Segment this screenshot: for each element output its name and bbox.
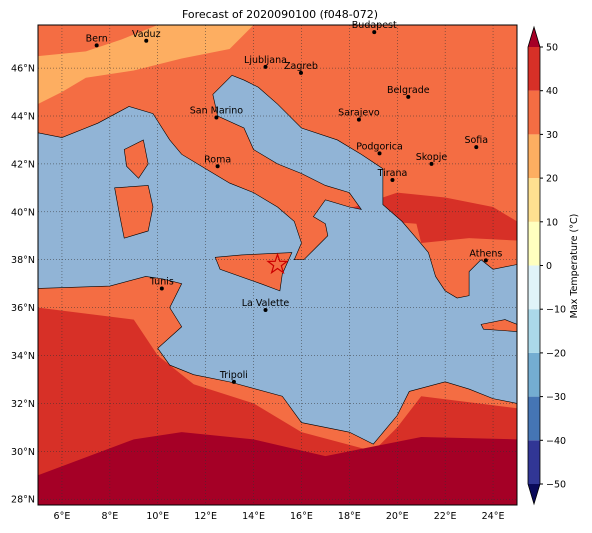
lat-tick-label: 40°N — [11, 207, 35, 218]
lon-tick-label: 8°E — [101, 511, 118, 522]
colorbar-bin — [528, 134, 540, 179]
title: Forecast of 2020090100 (f048-072) — [182, 8, 378, 21]
lat-tick-label: 28°N — [11, 495, 35, 506]
city-dot — [214, 115, 219, 120]
colorbar-tick-label: 40 — [546, 86, 558, 97]
colorbar-over — [528, 27, 540, 47]
city-label: Roma — [204, 154, 231, 165]
city-dot — [215, 164, 220, 169]
city-dot — [144, 38, 149, 43]
colorbar-bin — [528, 309, 540, 353]
event-star — [266, 252, 289, 275]
city-label: San Marino — [190, 105, 243, 116]
city-label: La Valette — [242, 298, 290, 309]
city-dot — [377, 151, 382, 156]
crete — [480, 319, 517, 332]
colorbar-bin — [528, 440, 540, 484]
colorbar-tick-label: −50 — [546, 480, 566, 491]
lon-tick-label: 22°E — [434, 511, 457, 522]
lon-tick-label: 18°E — [338, 511, 361, 522]
colorbar-bin — [528, 221, 540, 266]
city-label: Belgrade — [387, 85, 430, 96]
colorbar-bin — [528, 47, 540, 91]
city-label: Vaduz — [132, 29, 161, 40]
colorbar-tick-label: −10 — [546, 305, 566, 316]
city-dot — [263, 308, 268, 313]
lon-tick-label: 16°E — [290, 511, 313, 522]
colorbar-tick-label: −40 — [546, 436, 566, 447]
map-area — [38, 25, 517, 505]
lon-tick-label: 24°E — [482, 511, 505, 522]
corsica — [123, 139, 149, 179]
city-label: Podgorica — [356, 141, 403, 152]
colorbar-bin — [528, 90, 540, 135]
colorbar-tick-label: −20 — [546, 348, 566, 359]
city-label: Sarajevo — [338, 108, 380, 119]
colorbar-tick-label: 50 — [546, 43, 558, 54]
lon-tick-label: 14°E — [242, 511, 265, 522]
lat-tick-label: 36°N — [11, 303, 35, 314]
sahara — [38, 432, 517, 505]
city-dot — [159, 286, 164, 291]
city-label: Sofia — [464, 135, 488, 146]
lat-tick-label: 44°N — [11, 112, 35, 123]
lat-tick-label: 38°N — [11, 255, 35, 266]
lon-tick-label: 12°E — [194, 511, 217, 522]
city-label: Ljubljana — [244, 55, 287, 66]
sardinia — [114, 185, 154, 239]
city-label: Athens — [469, 248, 502, 259]
city-dot — [390, 177, 395, 182]
colorbar-bin — [528, 396, 540, 441]
city-dot — [94, 43, 99, 48]
colorbar-bin — [528, 265, 540, 310]
city-dot — [231, 379, 236, 384]
lon-tick-label: 20°E — [386, 511, 409, 522]
lon-tick-label: 6°E — [54, 511, 71, 522]
city-dot — [474, 145, 479, 150]
colorbar-bin — [528, 178, 540, 222]
lat-tick-label: 32°N — [11, 399, 35, 410]
lat-tick-label: 46°N — [11, 64, 35, 75]
swiss-plateau — [38, 25, 158, 57]
colorbar-tick-label: 20 — [546, 174, 558, 185]
colorbar-label: Max Temperature (°C) — [569, 214, 580, 319]
lat-tick-label: 30°N — [11, 447, 35, 458]
colorbar-tick-label: 10 — [546, 217, 558, 228]
colorbar-tick-label: 30 — [546, 130, 558, 141]
city-dot — [406, 94, 411, 99]
city-label: Skopje — [416, 152, 448, 163]
city-label: Tirana — [377, 168, 408, 179]
colorbar-tick-label: −30 — [546, 392, 566, 403]
city-label: Zagreb — [284, 61, 318, 72]
lat-tick-label: 34°N — [11, 351, 35, 362]
city-label: Budapest — [352, 20, 397, 31]
lat-tick-label: 42°N — [11, 159, 35, 170]
city-dot — [429, 161, 434, 166]
lon-tick-label: 10°E — [146, 511, 169, 522]
city-dot — [263, 64, 268, 69]
colorbar-under — [528, 484, 540, 504]
city-label: Tripoli — [219, 370, 248, 381]
colorbar-bin — [528, 352, 540, 397]
map-frame — [37, 24, 518, 506]
city-dot — [483, 258, 488, 263]
city-dot — [356, 117, 361, 122]
city-label: Tunis — [149, 276, 174, 287]
city-label: Bern — [86, 33, 108, 44]
city-dot — [372, 30, 377, 35]
colorbar-tick-label: 0 — [546, 261, 552, 272]
city-dot — [298, 70, 303, 75]
